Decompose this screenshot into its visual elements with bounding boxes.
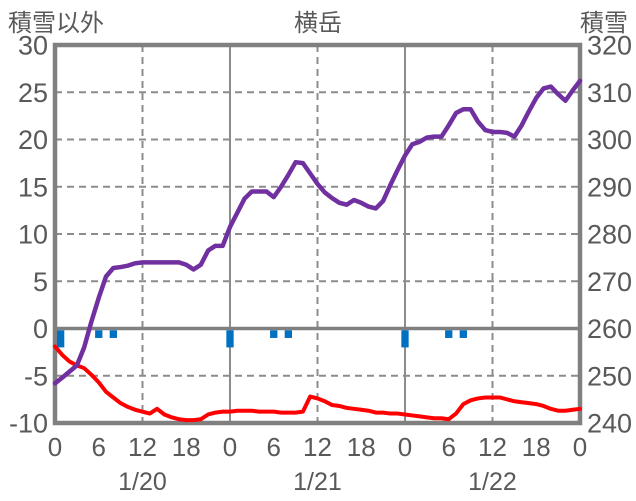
plot-border	[52, 42, 583, 426]
x-axis-tick-label: 0	[573, 432, 587, 462]
x-axis-tick-label: 12	[478, 432, 507, 462]
precip-bar	[226, 330, 234, 348]
right-axis-tick-label: 290	[587, 172, 632, 202]
right-axis-tick-label: 240	[587, 409, 632, 439]
x-axis-tick-label: 18	[172, 432, 201, 462]
precip-bar	[57, 330, 65, 348]
x-axis-tick-label: 12	[128, 432, 157, 462]
x-axis-tick-label: 6	[267, 432, 281, 462]
x-axis-tick-label: 6	[92, 432, 106, 462]
x-axis-tick-label: 18	[347, 432, 376, 462]
left-axis-tick-label: 10	[18, 220, 48, 250]
left-axis-tick-label: -10	[9, 409, 48, 439]
precip-bar	[445, 330, 453, 338]
date-label: 1/20	[118, 468, 167, 496]
x-axis-tick-label: 0	[48, 432, 62, 462]
chart-title: 横岳	[294, 10, 342, 37]
precip-bar	[459, 330, 467, 338]
left-axis-tick-label: 15	[18, 172, 48, 202]
left-axis-tick-label: -5	[24, 361, 48, 391]
precip-bar	[401, 330, 409, 348]
left-axis-tick-label: 30	[18, 31, 48, 61]
temperature-line	[53, 344, 582, 423]
right-axis-tick-label: 320	[587, 31, 632, 61]
left-axis-title: 積雪以外	[8, 10, 104, 37]
right-axis-tick-label: 280	[587, 220, 632, 250]
precip-bar	[95, 330, 103, 338]
x-axis-tick-label: 0	[223, 432, 237, 462]
x-axis-tick-label: 6	[442, 432, 456, 462]
left-axis-tick-label: 0	[33, 314, 48, 344]
right-axis-tick-label: 260	[587, 314, 632, 344]
x-axis-tick-label: 12	[303, 432, 332, 462]
right-axis-tick-label: 300	[587, 125, 632, 155]
x-axis-tick-label: 0	[398, 432, 412, 462]
snow-depth-line	[52, 78, 583, 386]
date-label: 1/21	[293, 468, 342, 496]
left-axis-tick-label: 25	[18, 78, 48, 108]
right-axis-tick-label: 270	[587, 267, 632, 297]
precip-bar	[284, 330, 292, 338]
left-axis-tick-label: 5	[33, 267, 48, 297]
right-axis-title: 積雪	[580, 10, 628, 37]
right-axis-tick-label: 310	[587, 78, 632, 108]
precip-bar	[270, 330, 278, 338]
x-axis-tick-label: 18	[522, 432, 551, 462]
precip-bar	[109, 330, 117, 338]
date-label: 1/22	[468, 468, 517, 496]
left-axis-tick-label: 20	[18, 125, 48, 155]
right-axis-tick-label: 250	[587, 361, 632, 391]
